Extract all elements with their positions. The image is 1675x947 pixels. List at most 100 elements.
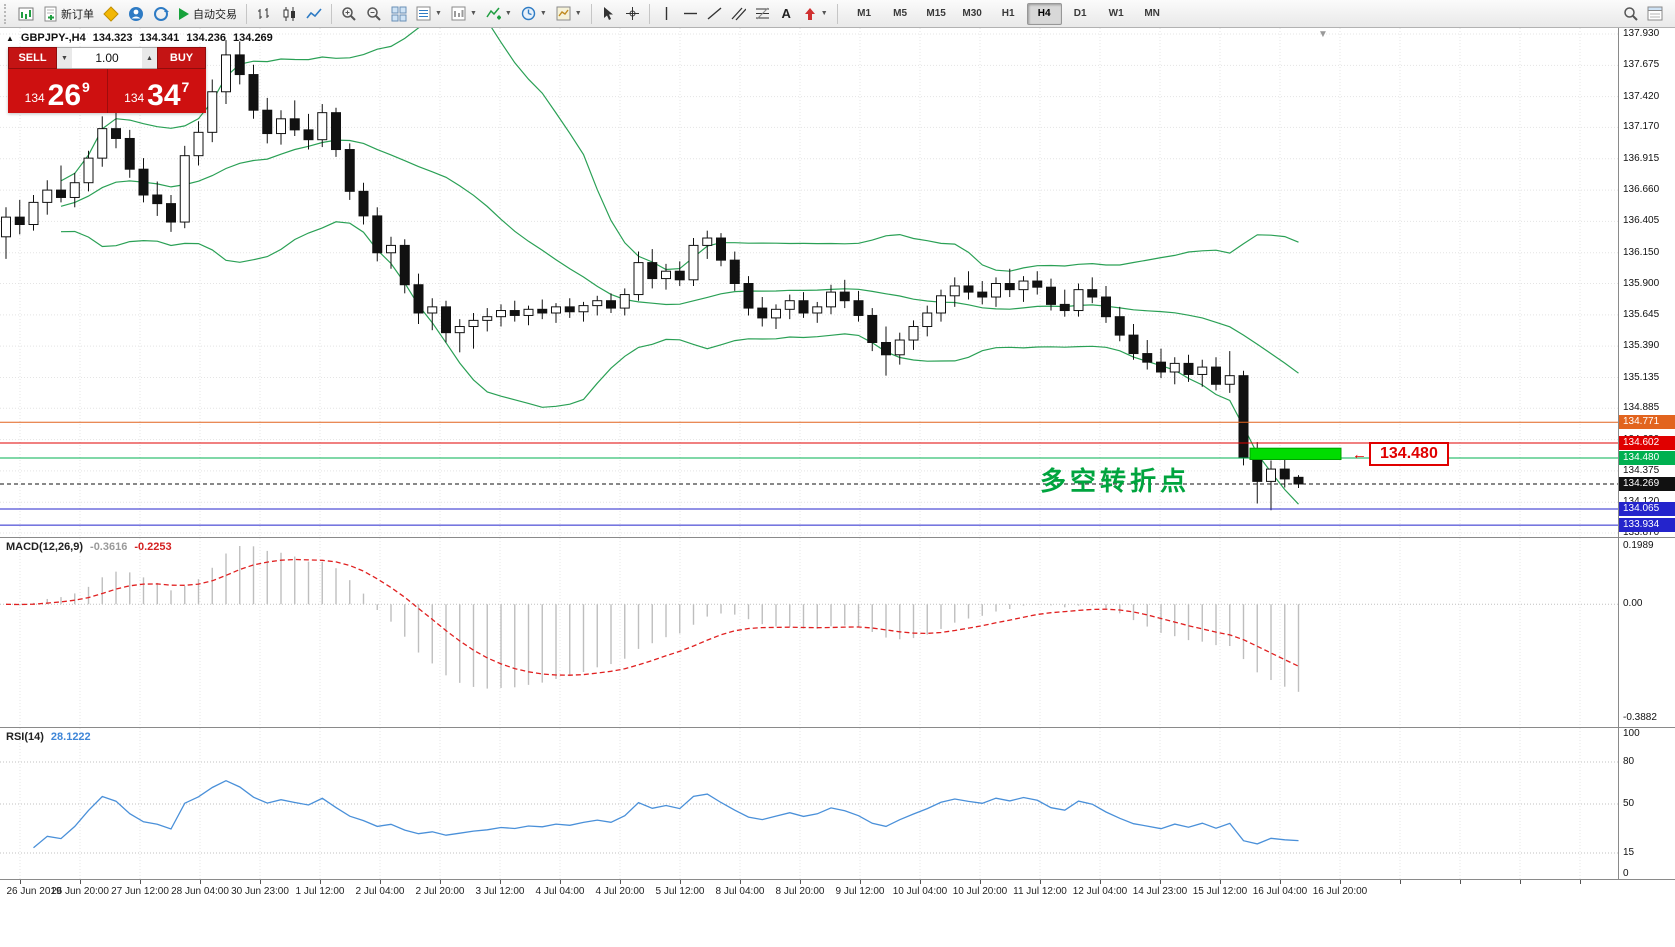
indicators-button[interactable]: ▼ xyxy=(482,3,516,25)
zoom-out-icon xyxy=(367,6,381,21)
sell-button[interactable]: SELL xyxy=(8,47,57,69)
community-button[interactable] xyxy=(124,3,148,25)
arrow-shape-icon xyxy=(804,7,815,20)
timeframe-h4[interactable]: H4 xyxy=(1026,2,1062,25)
text-tool-button[interactable]: A xyxy=(775,3,798,25)
charts-list-button[interactable]: ▼ xyxy=(412,3,446,25)
chart-shift-marker[interactable]: ▼ xyxy=(1318,29,1328,40)
vertical-line-tool-button[interactable] xyxy=(655,3,678,25)
zoom-in-icon xyxy=(342,6,356,21)
volume-increase-button[interactable]: ▲ xyxy=(142,48,157,68)
rsi-value: 28.1222 xyxy=(50,731,91,743)
macd-scale-label: -0.3882 xyxy=(1623,712,1657,723)
price-badge: 134.480 xyxy=(1619,451,1675,466)
chevron-down-icon: ▼ xyxy=(504,10,512,17)
crosshair-tool-button[interactable] xyxy=(621,3,644,25)
search-button[interactable] xyxy=(1619,3,1643,25)
fibonacci-tool-button[interactable] xyxy=(751,3,774,25)
time-tick xyxy=(320,880,321,884)
bar-chart-button[interactable] xyxy=(252,3,276,25)
line-chart-button[interactable] xyxy=(302,3,326,25)
price-tick-label: 134.375 xyxy=(1623,464,1660,476)
rsi-canvas[interactable] xyxy=(0,728,1618,880)
timeframe-d1[interactable]: D1 xyxy=(1073,8,1087,19)
market-button[interactable] xyxy=(149,3,173,25)
timeframe-m15[interactable]: M15 xyxy=(926,8,946,19)
toolbar-separator xyxy=(590,3,592,24)
one-click-trading-panel: SELL ▼ ▲ BUY 134 26 9 134 34 7 xyxy=(8,47,206,113)
time-tick xyxy=(80,880,81,884)
volume-input[interactable] xyxy=(72,48,142,68)
autotrading-button[interactable]: 自动交易 xyxy=(174,3,241,25)
mql5-button[interactable] xyxy=(99,3,123,25)
zoom-out-button[interactable] xyxy=(362,3,386,25)
timeframe-mn[interactable]: MN xyxy=(1144,8,1160,19)
timeframe-toolbar: M1 M5 M15 M30 H1 H4 D1 W1 MN xyxy=(847,2,1170,25)
price-tick-label: 135.135 xyxy=(1623,371,1660,383)
macd-panel[interactable]: MACD(12,26,9) -0.3616 -0.2253 xyxy=(0,538,1618,728)
tile-windows-button[interactable] xyxy=(387,3,411,25)
ohlc-close: 134.269 xyxy=(233,32,273,44)
templates-button[interactable]: ▼ xyxy=(552,3,586,25)
new-order-button[interactable]: 新订单 xyxy=(39,3,98,25)
timeframe-h1[interactable]: H1 xyxy=(1001,8,1015,19)
price-chart-panel[interactable]: ▲ GBPJPY-,H4 134.323 134.341 134.236 134… xyxy=(0,28,1618,538)
time-tick xyxy=(1400,880,1401,884)
chevron-down-icon: ▼ xyxy=(539,10,547,17)
data-window-button[interactable] xyxy=(1643,3,1667,25)
price-tick-label: 136.660 xyxy=(1623,184,1660,196)
candlestick-chart-button[interactable] xyxy=(277,3,301,25)
highlight-rectangle[interactable] xyxy=(1249,447,1342,461)
cursor-tool-button[interactable] xyxy=(597,3,620,25)
price-tick-label: 136.915 xyxy=(1623,152,1660,164)
horizontal-level-lines xyxy=(0,421,1618,526)
bid-ask-divider xyxy=(106,69,108,113)
time-scale[interactable]: 26 Jun 2019 26 Jun 20:00 27 Jun 12:00 28 Ju… xyxy=(0,880,1675,947)
price-chart-canvas[interactable] xyxy=(0,28,1618,538)
trendline-tool-button[interactable] xyxy=(703,3,726,25)
macd-canvas[interactable] xyxy=(0,538,1618,728)
time-label: 4 Jul 20:00 xyxy=(595,886,645,897)
oct-collapse-arrow[interactable]: ▲ xyxy=(6,33,14,43)
template-icon xyxy=(556,6,571,21)
chart-info-line: ▲ GBPJPY-,H4 134.323 134.341 134.236 134… xyxy=(6,32,273,44)
ask-price[interactable]: 134 34 7 xyxy=(124,79,190,112)
chart-annotation-text[interactable]: 多空转折点 xyxy=(1040,466,1191,496)
periods-button[interactable]: ▼ xyxy=(517,3,551,25)
timeframe-m5[interactable]: M5 xyxy=(893,8,908,19)
price-scale[interactable]: 137.930 137.675 137.420 137.170 136.915 136.6… xyxy=(1618,28,1675,880)
time-label: 3 Jul 12:00 xyxy=(475,886,525,897)
arrows-tool-button[interactable]: ▼ xyxy=(799,3,832,25)
timeframe-m30[interactable]: M30 xyxy=(962,8,982,19)
ohlc-low: 134.236 xyxy=(186,32,227,44)
text-tool-icon: A xyxy=(781,6,791,21)
time-tick xyxy=(1040,880,1041,884)
oct-price-display: 134 26 9 134 34 7 xyxy=(8,69,206,113)
fibonacci-icon xyxy=(755,7,769,20)
panel-splitter[interactable] xyxy=(0,727,1675,728)
macd-label: MACD(12,26,9) -0.3616 -0.2253 xyxy=(6,541,172,553)
time-label: 1 Jul 12:00 xyxy=(295,886,345,897)
zoom-in-button[interactable] xyxy=(337,3,361,25)
candlestick-icon xyxy=(283,6,295,21)
timeframe-w1[interactable]: W1 xyxy=(1108,8,1124,19)
time-label: 5 Jul 12:00 xyxy=(655,886,705,897)
new-chart-button[interactable] xyxy=(14,3,38,25)
panel-splitter[interactable] xyxy=(0,537,1675,538)
horizontal-line-tool-button[interactable] xyxy=(679,3,702,25)
buy-button[interactable]: BUY xyxy=(157,47,206,69)
price-callout[interactable]: ← 134.480 xyxy=(1352,442,1449,466)
timeframe-m1[interactable]: M1 xyxy=(857,8,872,19)
volume-decrease-button[interactable]: ▼ xyxy=(57,48,72,68)
rsi-panel[interactable]: RSI(14) 28.1222 xyxy=(0,728,1618,880)
list-icon xyxy=(416,6,431,21)
channel-tool-button[interactable] xyxy=(727,3,750,25)
toolbar-grip[interactable] xyxy=(4,3,10,24)
time-label: 8 Jul 20:00 xyxy=(775,886,825,897)
price-badge: 134.269 xyxy=(1619,476,1675,491)
time-label: 2 Jul 04:00 xyxy=(355,886,405,897)
profiles-button[interactable]: ▼ xyxy=(447,3,481,25)
time-tick xyxy=(260,880,261,884)
bid-price[interactable]: 134 26 9 xyxy=(24,79,90,112)
